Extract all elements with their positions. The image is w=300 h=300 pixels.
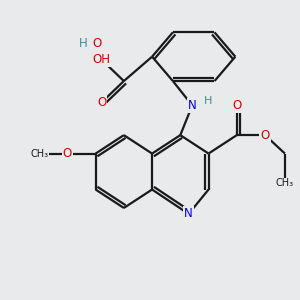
Text: H: H bbox=[203, 96, 212, 106]
Text: O: O bbox=[232, 99, 242, 112]
Text: OH: OH bbox=[93, 53, 111, 66]
Text: CH₃: CH₃ bbox=[30, 148, 48, 159]
Text: CH₃: CH₃ bbox=[276, 178, 294, 188]
Text: O: O bbox=[92, 37, 102, 50]
Text: O: O bbox=[63, 147, 72, 160]
Text: O: O bbox=[97, 96, 106, 109]
Text: H: H bbox=[79, 37, 88, 50]
Text: N: N bbox=[188, 99, 197, 112]
Text: O: O bbox=[260, 129, 270, 142]
Text: N: N bbox=[184, 207, 193, 220]
